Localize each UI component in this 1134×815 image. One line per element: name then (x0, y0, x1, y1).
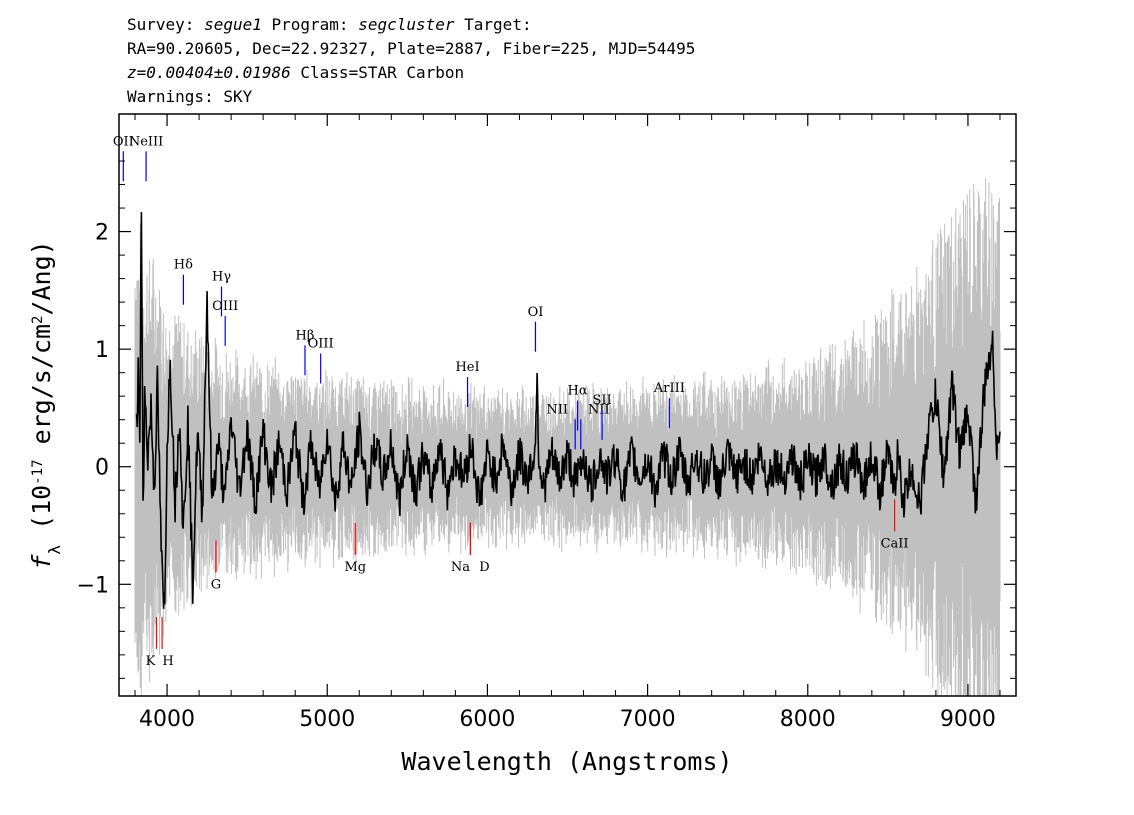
line-label: NII (588, 402, 610, 417)
y-tick-label: 1 (95, 338, 109, 363)
flux-series (135, 212, 1001, 609)
line-label: D (479, 560, 489, 575)
x-axis-title: Wavelength (Angstroms) (401, 747, 732, 776)
line-label: Hα (568, 384, 588, 399)
y-tick-label: 0 (95, 456, 109, 481)
line-label: Hβ (296, 328, 315, 343)
line-label: Hδ (174, 258, 193, 273)
line-label: ArIII (653, 381, 685, 396)
header-run: segue1 (204, 15, 262, 34)
y-tick-label: −1 (77, 573, 109, 598)
line-label: NII (546, 402, 568, 417)
y-axis-title-part: erg/s/cm (27, 324, 56, 459)
line-label: H (162, 654, 173, 669)
y-tick-label: 2 (95, 221, 109, 246)
spectral-line-markers: OIINeIIIHδHγOIIIHβOIIIHeIOINIIHαNIISIIAr… (113, 134, 909, 669)
x-tick-label: 5000 (299, 707, 355, 732)
line-label: OII (113, 134, 134, 149)
line-label: OIII (212, 299, 238, 314)
y-axis-title-part: 2 (30, 316, 46, 324)
header-line-1: Survey: segue1 Program: segcluster Targe… (127, 15, 532, 34)
plot-frame (118, 113, 1017, 697)
x-tick-label: 8000 (780, 707, 836, 732)
header-run: Target: (455, 15, 532, 34)
flux-line (135, 212, 1001, 609)
line-label: K (146, 654, 156, 669)
line-label: Hγ (212, 269, 231, 284)
x-tick-label: 4000 (139, 707, 195, 732)
line-label: OI (528, 305, 544, 320)
header-line-2: RA=90.20605, Dec=22.92327, Plate=2887, F… (127, 39, 695, 58)
line-label: Na (451, 560, 470, 575)
line-label: G (211, 578, 221, 593)
y-axis-title-part: /Ang) (27, 240, 56, 315)
header-run: segcluster (358, 15, 455, 34)
y-axis-title-part: (10 (27, 485, 56, 545)
y-axis-title-part: λ (45, 545, 64, 555)
y-axis-title-part: f (27, 554, 56, 570)
y-axis-title-part: -17 (30, 459, 46, 484)
header-run: z=0.00404±0.01986 (127, 63, 291, 82)
header-line-3: z=0.00404±0.01986 Class=STAR Carbon (127, 63, 464, 82)
axis-ticks: 4000 5000 6000 7000 8000 9000 −1 0 1 2 (77, 114, 1016, 732)
header-run: Program: (262, 15, 358, 34)
line-label: Mg (344, 560, 366, 575)
line-label: SII (593, 393, 612, 408)
line-label: OIII (308, 337, 334, 352)
header-line-4: Warnings: SKY (127, 87, 253, 106)
y-axis-title: fλ (10-17 erg/s/cm2/Ang) (27, 240, 64, 569)
x-tick-label: 6000 (459, 707, 515, 732)
line-label: CaII (881, 536, 909, 551)
x-tick-label: 9000 (940, 707, 996, 732)
header-run: Survey: (127, 15, 204, 34)
line-label: NeIII (129, 134, 163, 149)
x-tick-label: 7000 (620, 707, 676, 732)
line-label: HeI (455, 360, 479, 375)
header-run: Class=STAR Carbon (291, 63, 464, 82)
